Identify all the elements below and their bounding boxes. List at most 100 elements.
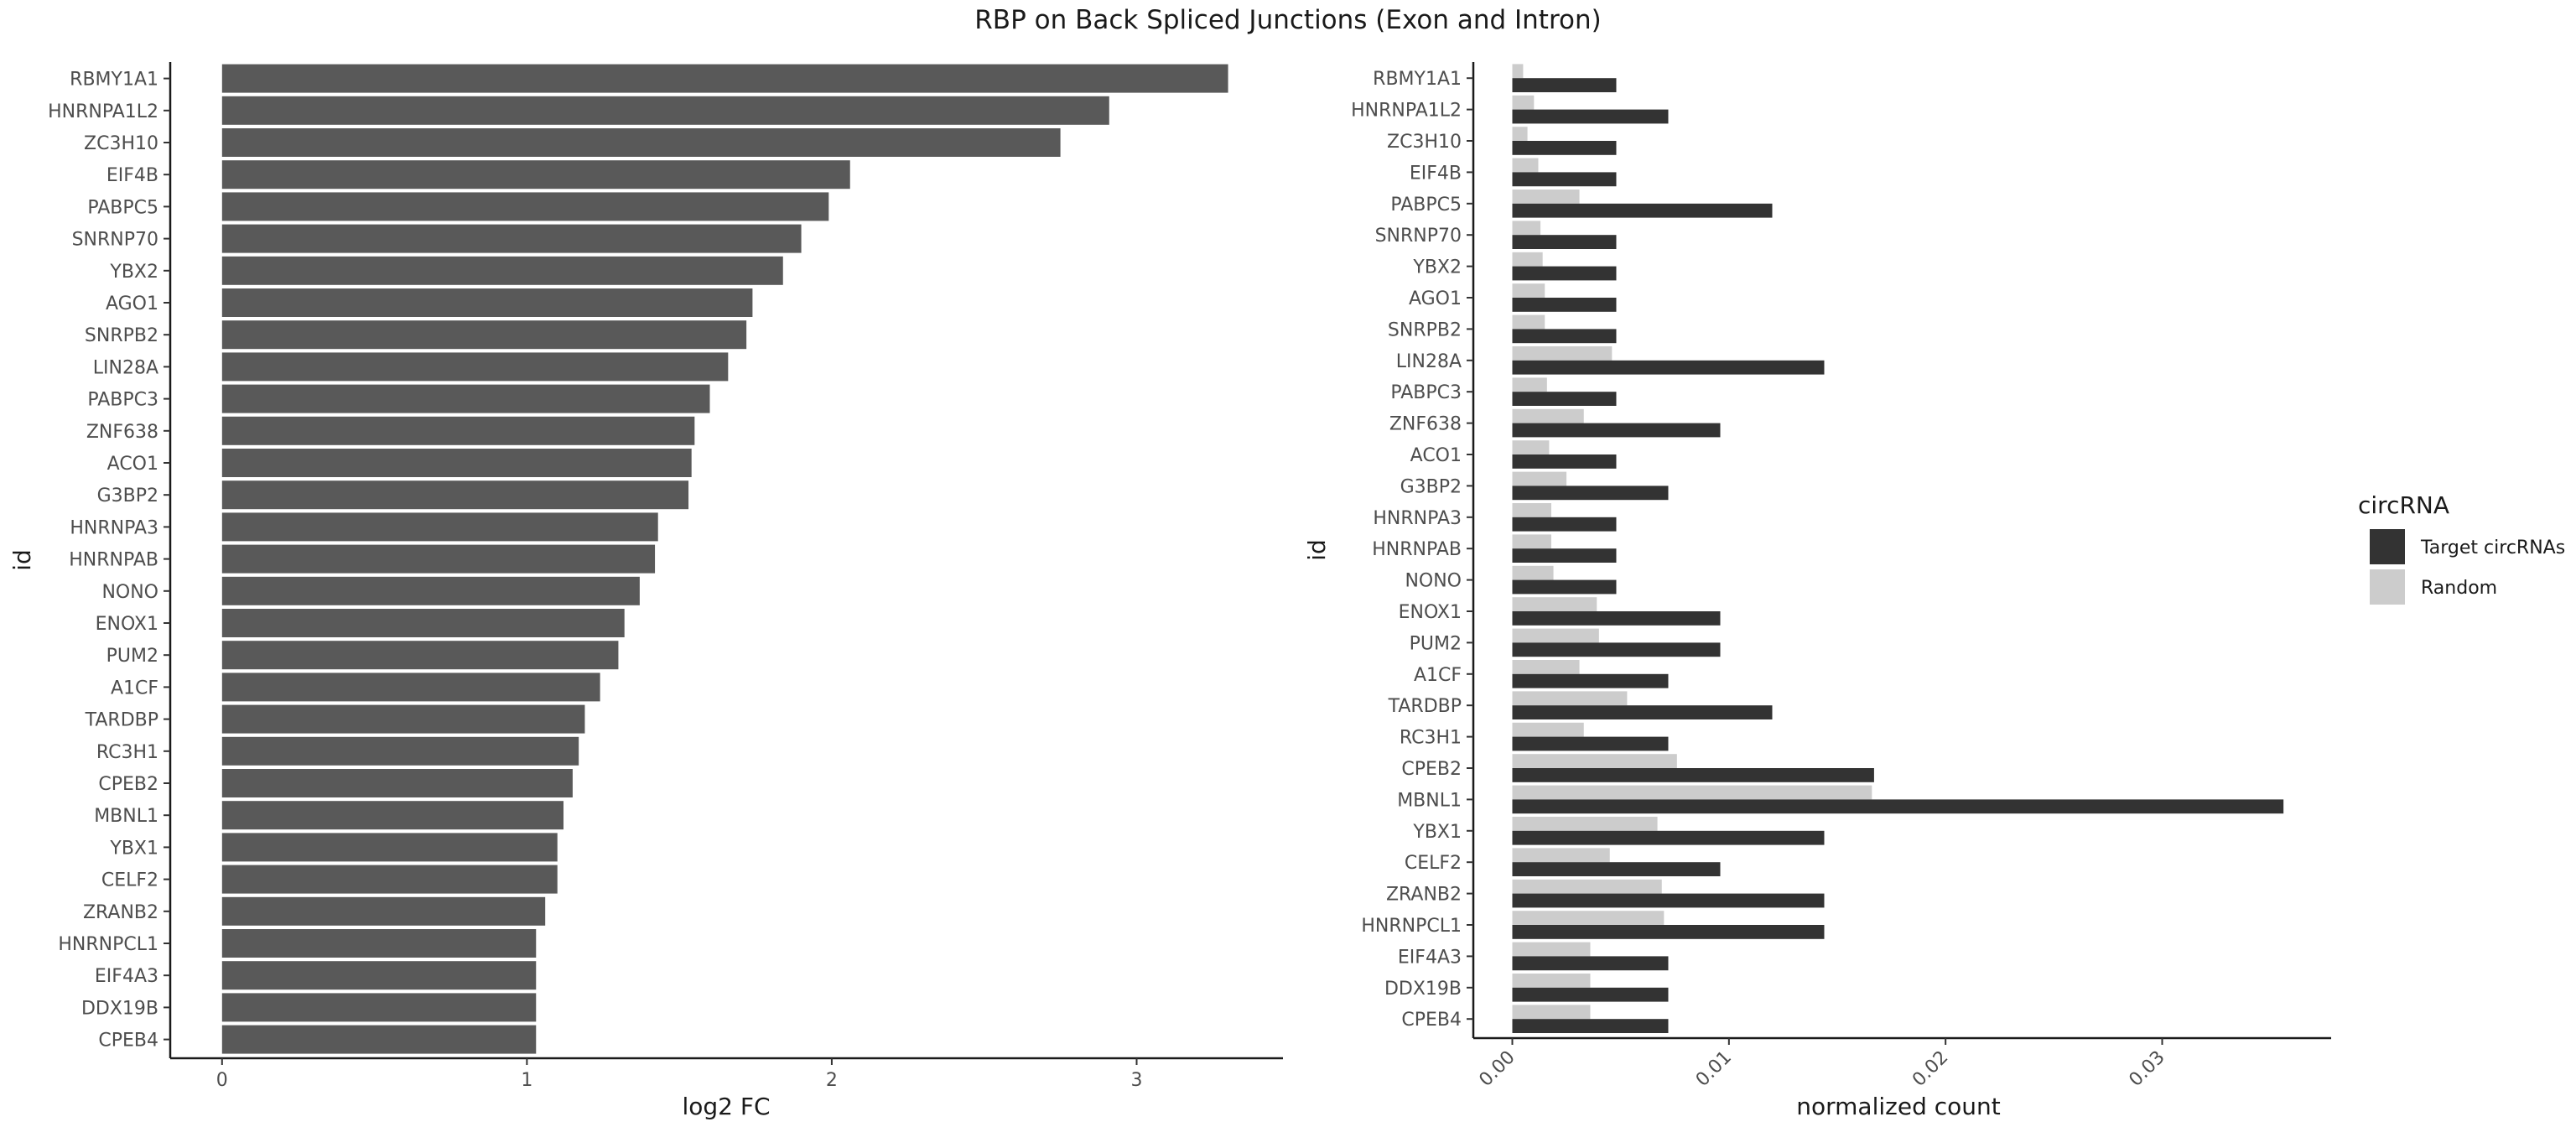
right-bar-target xyxy=(1512,454,1617,469)
left-y-tick-label: YBX1 xyxy=(109,838,158,859)
right-y-axis-title: id xyxy=(1303,539,1331,561)
left-y-tick-label: PUM2 xyxy=(106,646,158,667)
left-y-tick-label: SNRNP70 xyxy=(72,230,158,251)
right-y-tick-label: RBMY1A1 xyxy=(1373,69,1462,90)
right-bar-target xyxy=(1512,423,1721,438)
left-x-tick-label: 0 xyxy=(216,1070,228,1091)
right-x-ticks: 0.00 0.01 0.02 0.03 xyxy=(1475,1038,2169,1091)
right-bar-random xyxy=(1512,785,1872,800)
right-bar-random xyxy=(1512,127,1528,141)
right-y-tick-label: PABPC3 xyxy=(1390,382,1462,403)
right-bar-random xyxy=(1512,408,1584,423)
left-bar xyxy=(221,128,1061,157)
right-bar-random xyxy=(1512,628,1599,643)
left-bar xyxy=(221,96,1109,125)
left-y-axis-title: id xyxy=(8,549,36,571)
right-y-tick-label: PUM2 xyxy=(1410,633,1462,654)
right-bar-target xyxy=(1512,486,1669,501)
right-y-tick-label: AGO1 xyxy=(1409,288,1462,309)
left-bar xyxy=(221,896,546,926)
left-y-tick-label: CPEB4 xyxy=(98,1031,158,1052)
right-y-tick-label: ENOX1 xyxy=(1399,602,1462,623)
right-x-tick-label: 0.03 xyxy=(2125,1047,2168,1091)
left-bar xyxy=(221,288,753,317)
left-bar xyxy=(221,256,783,285)
left-bar xyxy=(221,576,640,605)
right-bar-random xyxy=(1512,471,1567,486)
left-y-tick-label: CPEB2 xyxy=(98,774,158,795)
left-y-tick-label: NONO xyxy=(101,582,158,603)
right-bar-target xyxy=(1512,203,1773,218)
left-y-tick-label: HNRNPA1L2 xyxy=(48,101,158,122)
legend-label: Target circRNAs xyxy=(2420,538,2565,558)
legend-items: Target circRNAs Random xyxy=(2370,529,2565,605)
left-y-ticks: RBMY1A1 HNRNPA1L2 ZC3H10 EIF4B PABPC5 SNRNP70… xyxy=(48,70,170,1052)
right-bar-random xyxy=(1512,911,1665,925)
left-x-ticks: 0 1 2 3 xyxy=(216,1058,1142,1091)
left-bars xyxy=(221,64,1228,1054)
right-bar-random xyxy=(1512,503,1551,517)
right-bar-random xyxy=(1512,879,1662,894)
left-bar xyxy=(221,544,656,574)
left-bar xyxy=(221,704,585,734)
left-bar xyxy=(221,384,710,413)
left-y-tick-label: ENOX1 xyxy=(96,614,158,635)
right-bar-random xyxy=(1512,314,1545,330)
right-bar-random xyxy=(1512,817,1658,831)
right-bar-target xyxy=(1512,768,1874,782)
left-y-tick-label: G3BP2 xyxy=(97,486,158,506)
right-bar-random xyxy=(1512,848,1610,863)
right-y-tick-label: EIF4A3 xyxy=(1398,947,1462,968)
right-bar-random xyxy=(1512,221,1541,236)
right-bar-target xyxy=(1512,517,1617,532)
right-bar-target xyxy=(1512,360,1825,375)
left-bar xyxy=(221,993,537,1022)
right-y-tick-label: CELF2 xyxy=(1405,853,1462,874)
left-y-tick-label: SNRPB2 xyxy=(85,325,158,346)
left-bar xyxy=(221,512,658,542)
left-bar xyxy=(221,320,747,350)
right-bar-target xyxy=(1512,987,1669,1002)
right-bar-target xyxy=(1512,830,1825,845)
left-x-axis-title: log2 FC xyxy=(682,1093,770,1120)
right-y-tick-label: MBNL1 xyxy=(1397,790,1462,811)
left-y-tick-label: PABPC3 xyxy=(87,390,158,411)
right-bar-random xyxy=(1512,190,1580,204)
right-bar-random xyxy=(1512,158,1539,173)
left-y-tick-label: ACO1 xyxy=(107,454,158,475)
right-y-tick-label: DDX19B xyxy=(1384,979,1462,1000)
left-bar xyxy=(221,736,579,766)
right-y-tick-label: HNRNPAB xyxy=(1372,539,1462,560)
right-bar-random xyxy=(1512,754,1677,768)
right-bars xyxy=(1512,64,2284,1033)
legend-swatch xyxy=(2370,569,2405,605)
right-bar-target xyxy=(1512,956,1669,971)
left-bar xyxy=(221,673,600,702)
left-y-tick-label: A1CF xyxy=(111,678,158,699)
right-x-axis-title: normalized count xyxy=(1796,1093,2001,1120)
right-bar-random xyxy=(1512,252,1543,267)
chart-title: RBP on Back Spliced Junctions (Exon and … xyxy=(974,5,1601,35)
right-bar-target xyxy=(1512,736,1669,751)
right-bar-target xyxy=(1512,266,1617,281)
right-bar-target xyxy=(1512,141,1617,155)
right-bar-target xyxy=(1512,642,1721,657)
right-y-tick-label: HNRNPCL1 xyxy=(1361,916,1462,937)
left-panel: RBMY1A1 HNRNPA1L2 ZC3H10 EIF4B PABPC5 SNRNP70… xyxy=(8,62,1283,1120)
left-y-tick-label: LIN28A xyxy=(93,357,158,378)
right-y-tick-label: G3BP2 xyxy=(1400,476,1462,497)
legend-title: circRNA xyxy=(2358,491,2449,519)
right-bar-target xyxy=(1512,172,1617,187)
right-y-tick-label: LIN28A xyxy=(1396,351,1462,372)
right-y-tick-label: ZNF638 xyxy=(1389,414,1462,435)
right-x-tick-label: 0.02 xyxy=(1909,1047,1952,1091)
right-bar-target xyxy=(1512,392,1617,406)
right-bar-target xyxy=(1512,673,1669,688)
right-bar-target xyxy=(1512,78,1617,92)
left-y-tick-label: HNRNPA3 xyxy=(70,517,158,538)
right-y-tick-label: YBX1 xyxy=(1412,822,1462,843)
left-bar xyxy=(221,801,564,830)
left-y-tick-label: RBMY1A1 xyxy=(70,70,158,91)
right-bar-target xyxy=(1512,862,1721,876)
